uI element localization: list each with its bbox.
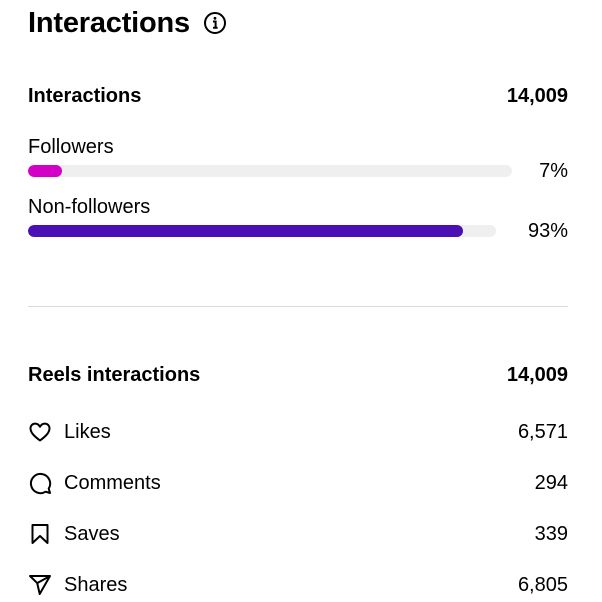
- heart-icon: [28, 420, 52, 444]
- saves-row: Saves 339: [28, 522, 568, 546]
- comments-row: Comments 294: [28, 471, 568, 495]
- followers-bar-track: [28, 165, 512, 177]
- non-followers-bar-track: [28, 225, 496, 237]
- info-icon[interactable]: [203, 11, 227, 35]
- saves-value: 339: [534, 522, 568, 545]
- non-followers-label: Non-followers: [28, 196, 151, 218]
- reels-interactions-label: Reels interactions: [28, 363, 201, 386]
- followers-bar-fill: [28, 165, 62, 177]
- followers-bar-line: 7%: [28, 159, 568, 182]
- comments-left: Comments: [28, 471, 161, 495]
- shares-left: Shares: [28, 573, 127, 597]
- title-row: Interactions: [28, 4, 227, 42]
- comment-icon: [28, 471, 52, 495]
- likes-row: Likes 6,571: [28, 420, 568, 444]
- non-followers-percent: 93%: [527, 219, 568, 242]
- comments-label: Comments: [64, 471, 161, 494]
- section-divider: [28, 306, 568, 307]
- likes-left: Likes: [28, 420, 111, 444]
- non-followers-bar-block: Non-followers 93%: [28, 194, 568, 242]
- reels-summary-row: Reels interactions 14,009: [28, 363, 568, 387]
- followers-bar-block: Followers 7%: [28, 134, 568, 182]
- shares-value: 6,805: [517, 573, 568, 596]
- comments-value: 294: [534, 471, 568, 494]
- likes-value: 6,571: [517, 420, 568, 443]
- shares-row: Shares 6,805: [28, 573, 568, 597]
- shares-label: Shares: [64, 573, 128, 596]
- non-followers-bar-line: 93%: [28, 219, 568, 242]
- interactions-label: Interactions: [28, 84, 142, 107]
- saves-left: Saves: [28, 522, 120, 546]
- interactions-total: 14,009: [506, 84, 568, 107]
- saves-label: Saves: [64, 522, 120, 545]
- bookmark-icon: [28, 522, 52, 546]
- reels-interactions-total: 14,009: [506, 363, 568, 386]
- followers-percent: 7%: [539, 159, 568, 182]
- interactions-summary-row: Interactions 14,009: [28, 84, 568, 108]
- share-icon: [28, 573, 52, 597]
- followers-label: Followers: [28, 136, 114, 158]
- page-title: Interactions: [28, 6, 190, 39]
- non-followers-bar-fill: [28, 225, 464, 237]
- likes-label: Likes: [64, 420, 111, 443]
